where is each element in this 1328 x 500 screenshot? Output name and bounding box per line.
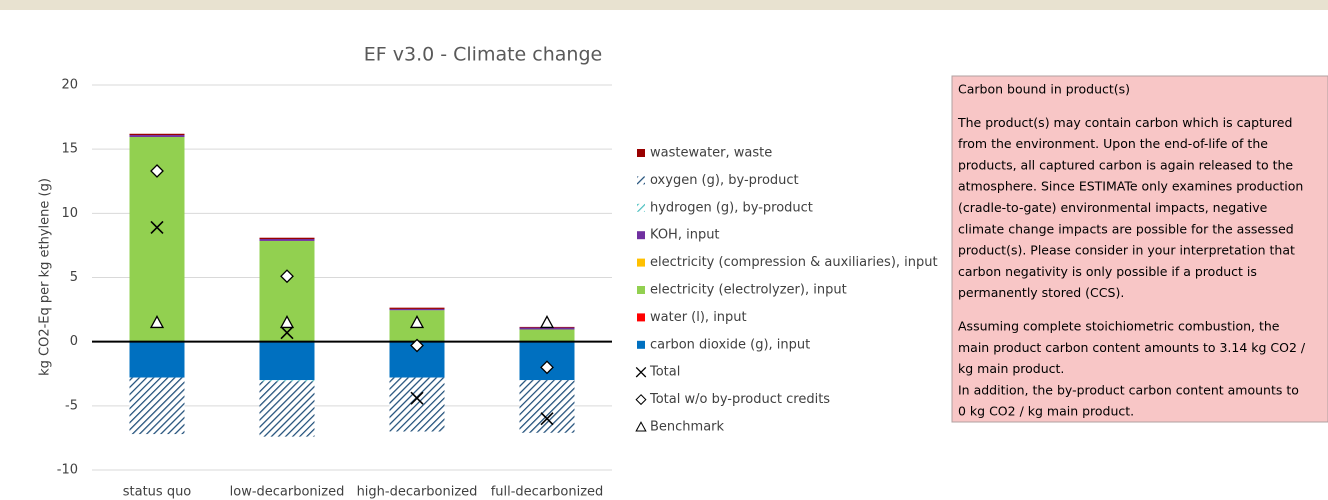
note-text: 0 kg CO2 / kg main product. [958, 404, 1134, 419]
y-tick-label: -10 [57, 463, 78, 478]
bar-segment [389, 307, 445, 309]
x-tick-label: low-decarbonized [230, 485, 345, 500]
chart-title: EF v3.0 - Climate change [364, 44, 602, 66]
marker [410, 391, 424, 405]
marker [540, 412, 554, 426]
bar-segment [129, 341, 185, 378]
y-tick-label: 15 [61, 142, 78, 157]
legend-symbol [635, 366, 647, 378]
bar-segment [519, 327, 575, 330]
bar-segment [389, 377, 445, 432]
note-box [951, 75, 1328, 423]
marker-x [280, 326, 294, 340]
note-text: from the environment. Upon the end-of-li… [958, 136, 1268, 151]
note-text: permanently stored (CCS). [958, 285, 1124, 300]
legend-swatch [637, 231, 645, 240]
marker [150, 220, 164, 235]
bar-segment [129, 133, 185, 136]
marker [280, 269, 294, 284]
legend-swatch [637, 203, 645, 212]
marker-x [635, 366, 647, 378]
bar-segment [259, 239, 315, 241]
legend-swatch [637, 313, 645, 322]
y-tick-label: 10 [61, 206, 78, 221]
marker [410, 338, 424, 353]
legend-label: electricity (electrolyzer), input [650, 283, 847, 298]
bar-segment [129, 377, 185, 435]
marker [540, 360, 554, 375]
x-tick-label: full-decarbonized [491, 485, 604, 500]
x-tick-label: status quo [123, 485, 192, 500]
legend-label: Total w/o by-product credits [649, 392, 830, 407]
bar-segment [389, 308, 445, 311]
legend-label: Total [649, 365, 680, 380]
bar-segment [129, 135, 185, 137]
note-text: The product(s) may contain carbon which … [957, 115, 1292, 130]
legend-label: wastewater, waste [650, 146, 772, 161]
y-tick-label: 5 [70, 270, 78, 285]
marker-x [410, 391, 424, 405]
note-text: carbon negativity is only possible if a … [958, 264, 1257, 279]
bar-segment [519, 329, 575, 342]
bar-segment [259, 381, 315, 437]
note-text: climate change impacts are possible for … [958, 221, 1294, 236]
note-text: product(s). Please consider in your inte… [958, 243, 1295, 258]
marker [539, 315, 555, 329]
legend-swatch [637, 258, 645, 267]
legend-label: electricity (compression & auxiliaries),… [650, 255, 938, 270]
marker [150, 164, 164, 178]
legend-label: carbon dioxide (g), input [650, 337, 810, 352]
note-text: kg main product. [958, 361, 1064, 376]
legend-swatch [637, 149, 645, 157]
bar-segment [259, 380, 315, 382]
note-text: atmosphere. Since ESTIMATe only examines… [958, 179, 1303, 194]
note-text: Carbon bound in product(s) [958, 82, 1130, 97]
legend-swatch [637, 340, 645, 349]
bar-segment [259, 237, 315, 239]
note-text: products, all captured carbon is again r… [958, 157, 1293, 172]
legend-label: hydrogen (g), by-product [650, 200, 813, 215]
y-axis-label: kg CO2-Eq per kg ethylene (g) [38, 178, 53, 376]
note-text: In addition, the by-product carbon conte… [958, 382, 1299, 397]
note-text: (cradle-to-gate) environmental impacts, … [958, 200, 1268, 215]
marker [149, 315, 165, 329]
note-text: Assuming complete stoichiometric combust… [958, 319, 1280, 334]
legend-label: Benchmark [650, 420, 725, 435]
y-tick-label: 0 [70, 334, 78, 349]
legend-swatch [637, 176, 645, 185]
legend-label: water (l), input [650, 310, 747, 325]
bar-segment [519, 380, 575, 433]
top-strip [0, 0, 1328, 10]
legend-swatch [637, 286, 645, 294]
legend-label: oxygen (g), by-product [650, 173, 799, 188]
legend-symbol [635, 421, 647, 432]
legend-symbol [635, 394, 647, 406]
marker [409, 315, 425, 329]
legend-label: KOH, input [650, 228, 720, 243]
bar-segment [259, 341, 315, 381]
marker [280, 326, 294, 340]
y-tick-label: 20 [61, 78, 78, 93]
y-tick-label: -5 [65, 398, 78, 413]
x-tick-label: high-decarbonized [357, 485, 478, 500]
note-text: main product carbon content amounts to 3… [958, 340, 1306, 355]
marker [279, 315, 295, 329]
marker-x [540, 412, 554, 426]
marker-x [150, 220, 164, 235]
